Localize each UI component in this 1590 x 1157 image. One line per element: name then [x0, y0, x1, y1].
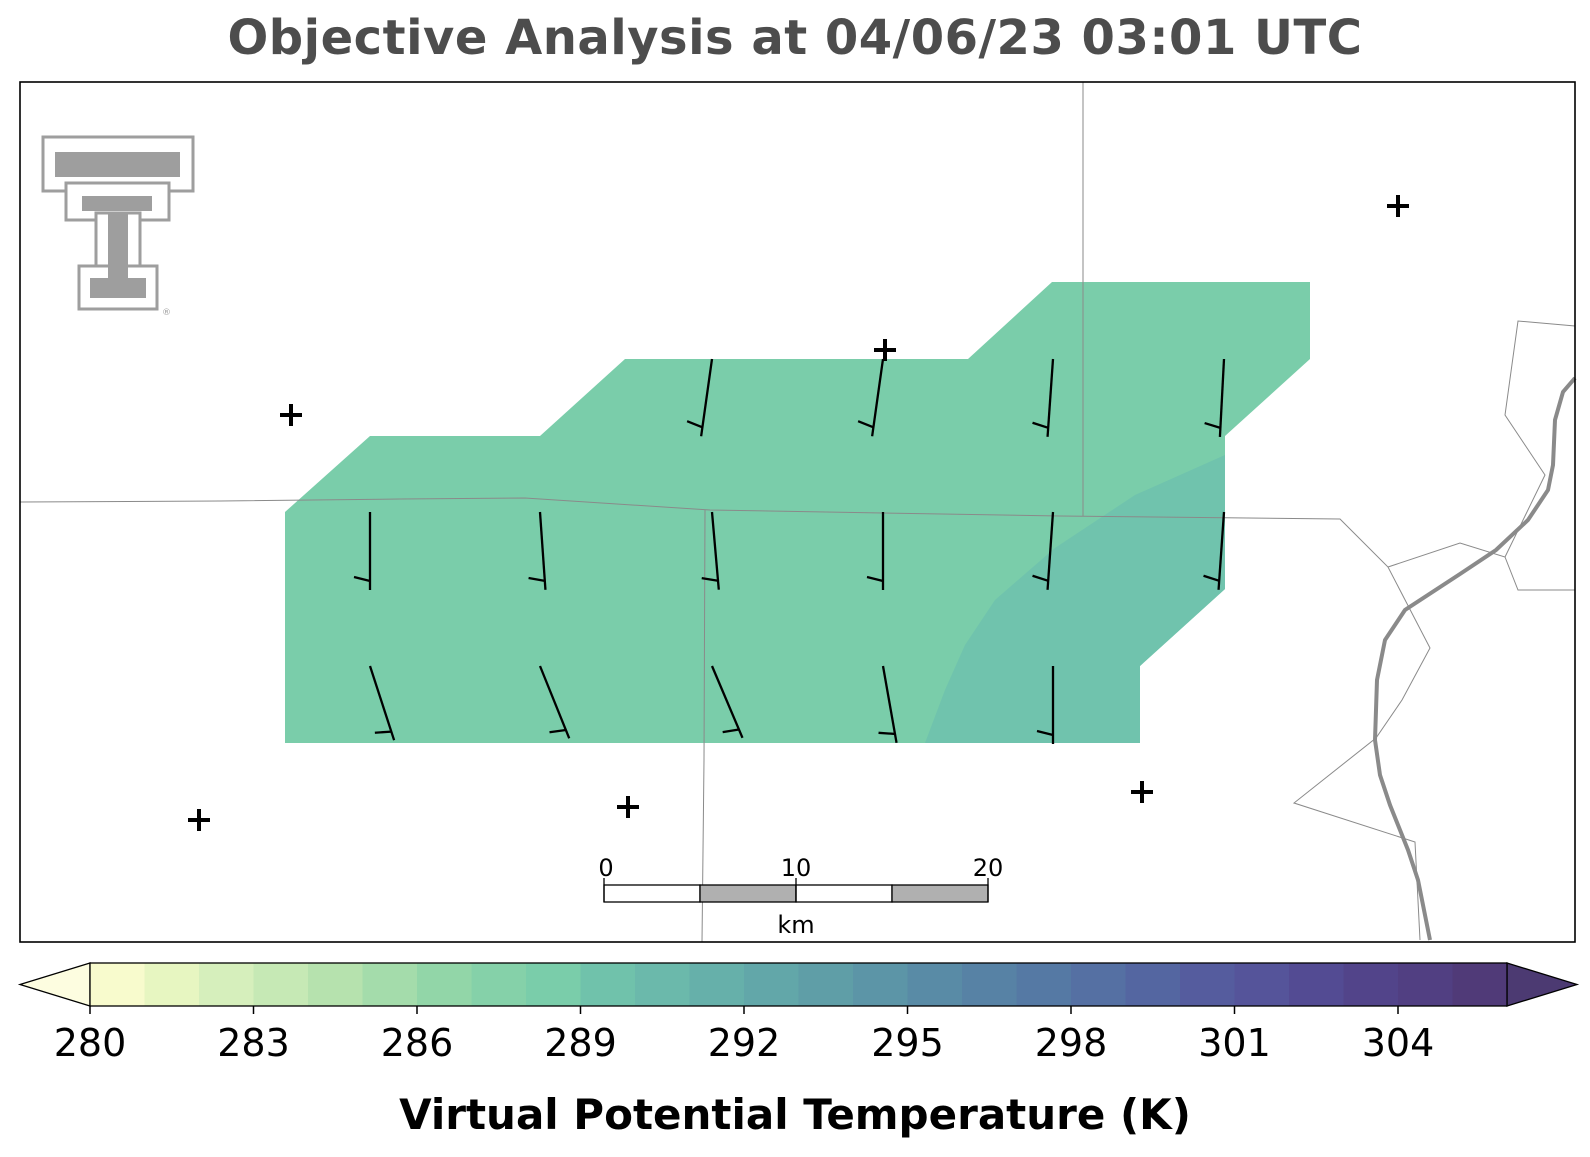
wind-barb-5: [353, 512, 372, 590]
map-figure: ® 0 10 20 km 280 283 286 289 292 295 298 301 304: [17, 81, 1580, 1065]
colorbar-tick-label: 280: [54, 1021, 127, 1065]
colorbar-swatch-292: [744, 963, 800, 1006]
colorbar-label: Virtual Potential Temperature (K): [399, 1090, 1191, 1139]
colorbar-tick-label: 286: [381, 1021, 454, 1065]
scale-bar: 0 10 20 km: [598, 854, 1003, 939]
registered-mark: ®: [162, 308, 171, 318]
station-marker-7: [874, 339, 896, 361]
colorbar-swatch-293: [798, 963, 854, 1006]
colorbar-swatch-284: [308, 963, 364, 1006]
colorbar: 280 283 286 289 292 295 298 301 304: [17, 962, 1580, 1065]
colorbar-extend-min: [17, 962, 91, 1007]
colorbar-swatch-286: [417, 963, 473, 1006]
scale-bar-tick-20: 20: [973, 854, 1004, 882]
colorbar-swatch-283: [253, 963, 309, 1006]
colorbar-swatch-304: [1398, 963, 1454, 1006]
wind-barb-9: [1032, 511, 1055, 590]
colorbar-swatch-291: [689, 963, 745, 1006]
colorbar-swatch-289: [580, 963, 636, 1006]
colorbar-swatch-282: [199, 963, 255, 1006]
wind-barb-10: [1203, 511, 1226, 590]
colorbar-swatch-280: [90, 963, 146, 1006]
scale-bar-segment-1: [603, 884, 701, 903]
wind-barb-15: [1036, 666, 1055, 744]
chart-title: Objective Analysis at 04/06/23 03:01 UTC: [227, 10, 1363, 66]
colorbar-swatch-303: [1343, 963, 1399, 1006]
wind-barb-7: [701, 511, 720, 590]
colorbar-swatch-285: [362, 963, 418, 1006]
colorbar-swatch-294: [853, 963, 909, 1006]
colorbar-swatch-297: [1016, 963, 1072, 1006]
scale-bar-segment-4: [891, 884, 989, 903]
wind-barb-3: [1032, 358, 1055, 437]
colorbar-swatch-299: [1125, 963, 1181, 1006]
station-marker-5: [617, 796, 639, 818]
colorbar-swatch-281: [144, 963, 200, 1006]
scale-bar-segment-3: [795, 884, 893, 903]
scale-bar-tick-10: 10: [781, 854, 812, 882]
wind-barb-11: [368, 665, 396, 741]
colorbar-tick-label: 289: [544, 1021, 617, 1065]
wind-barb-2: [857, 358, 885, 437]
wind-barb-14: [878, 665, 898, 744]
colorbar-tick-label: 283: [217, 1021, 290, 1065]
colorbar-swatch-287: [471, 963, 527, 1006]
map-boundaries: [19, 82, 1576, 943]
scale-bar-segment-2: [699, 884, 797, 903]
colorbar-tick-label: 298: [1035, 1021, 1108, 1065]
station-marker-1: [1387, 195, 1409, 217]
texas-tech-double-t-logo-icon: [41, 135, 195, 311]
wind-barb-12: [538, 665, 571, 739]
colorbar-swatch-298: [1071, 963, 1127, 1006]
county-line-east-west: [19, 497, 1431, 941]
wind-barb-4: [1204, 358, 1226, 437]
analysis-field: [285, 282, 1310, 743]
wind-barb-8: [866, 512, 885, 590]
station-marker-2: [280, 404, 302, 426]
colorbar-tick-label: 295: [871, 1021, 944, 1065]
colorbar-swatch-305: [1452, 963, 1508, 1006]
colorbar-swatch-302: [1289, 963, 1345, 1006]
county-line-north-south-west: [701, 509, 706, 943]
colorbar-tick-label: 301: [1198, 1021, 1271, 1065]
map-frame: [19, 81, 1576, 943]
scale-bar-unit: km: [777, 911, 814, 939]
station-marker-4: [188, 809, 210, 831]
colorbar-swatch-290: [635, 963, 691, 1006]
colorbar-swatch-288: [526, 963, 582, 1006]
wind-barbs: [353, 358, 1226, 744]
highway-line: [1372, 376, 1577, 941]
colorbar-swatch-295: [907, 963, 963, 1006]
wind-barb-13: [710, 665, 744, 739]
colorbar-swatch-301: [1234, 963, 1290, 1006]
station-markers: [188, 195, 1409, 831]
colorbar-tick-label: 304: [1362, 1021, 1435, 1065]
colorbar-swatch-296: [962, 963, 1018, 1006]
colorbar-swatch-300: [1180, 963, 1236, 1006]
wind-barb-6: [528, 511, 547, 590]
colorbar-tick-label: 292: [708, 1021, 781, 1065]
scale-bar-tick-0: 0: [598, 854, 613, 882]
field-region-warm: [925, 455, 1225, 743]
wind-barb-1: [686, 358, 714, 437]
colorbar-extend-max: [1506, 962, 1580, 1007]
station-marker-6: [1131, 781, 1153, 803]
boundary-ne-2: [1504, 320, 1576, 558]
